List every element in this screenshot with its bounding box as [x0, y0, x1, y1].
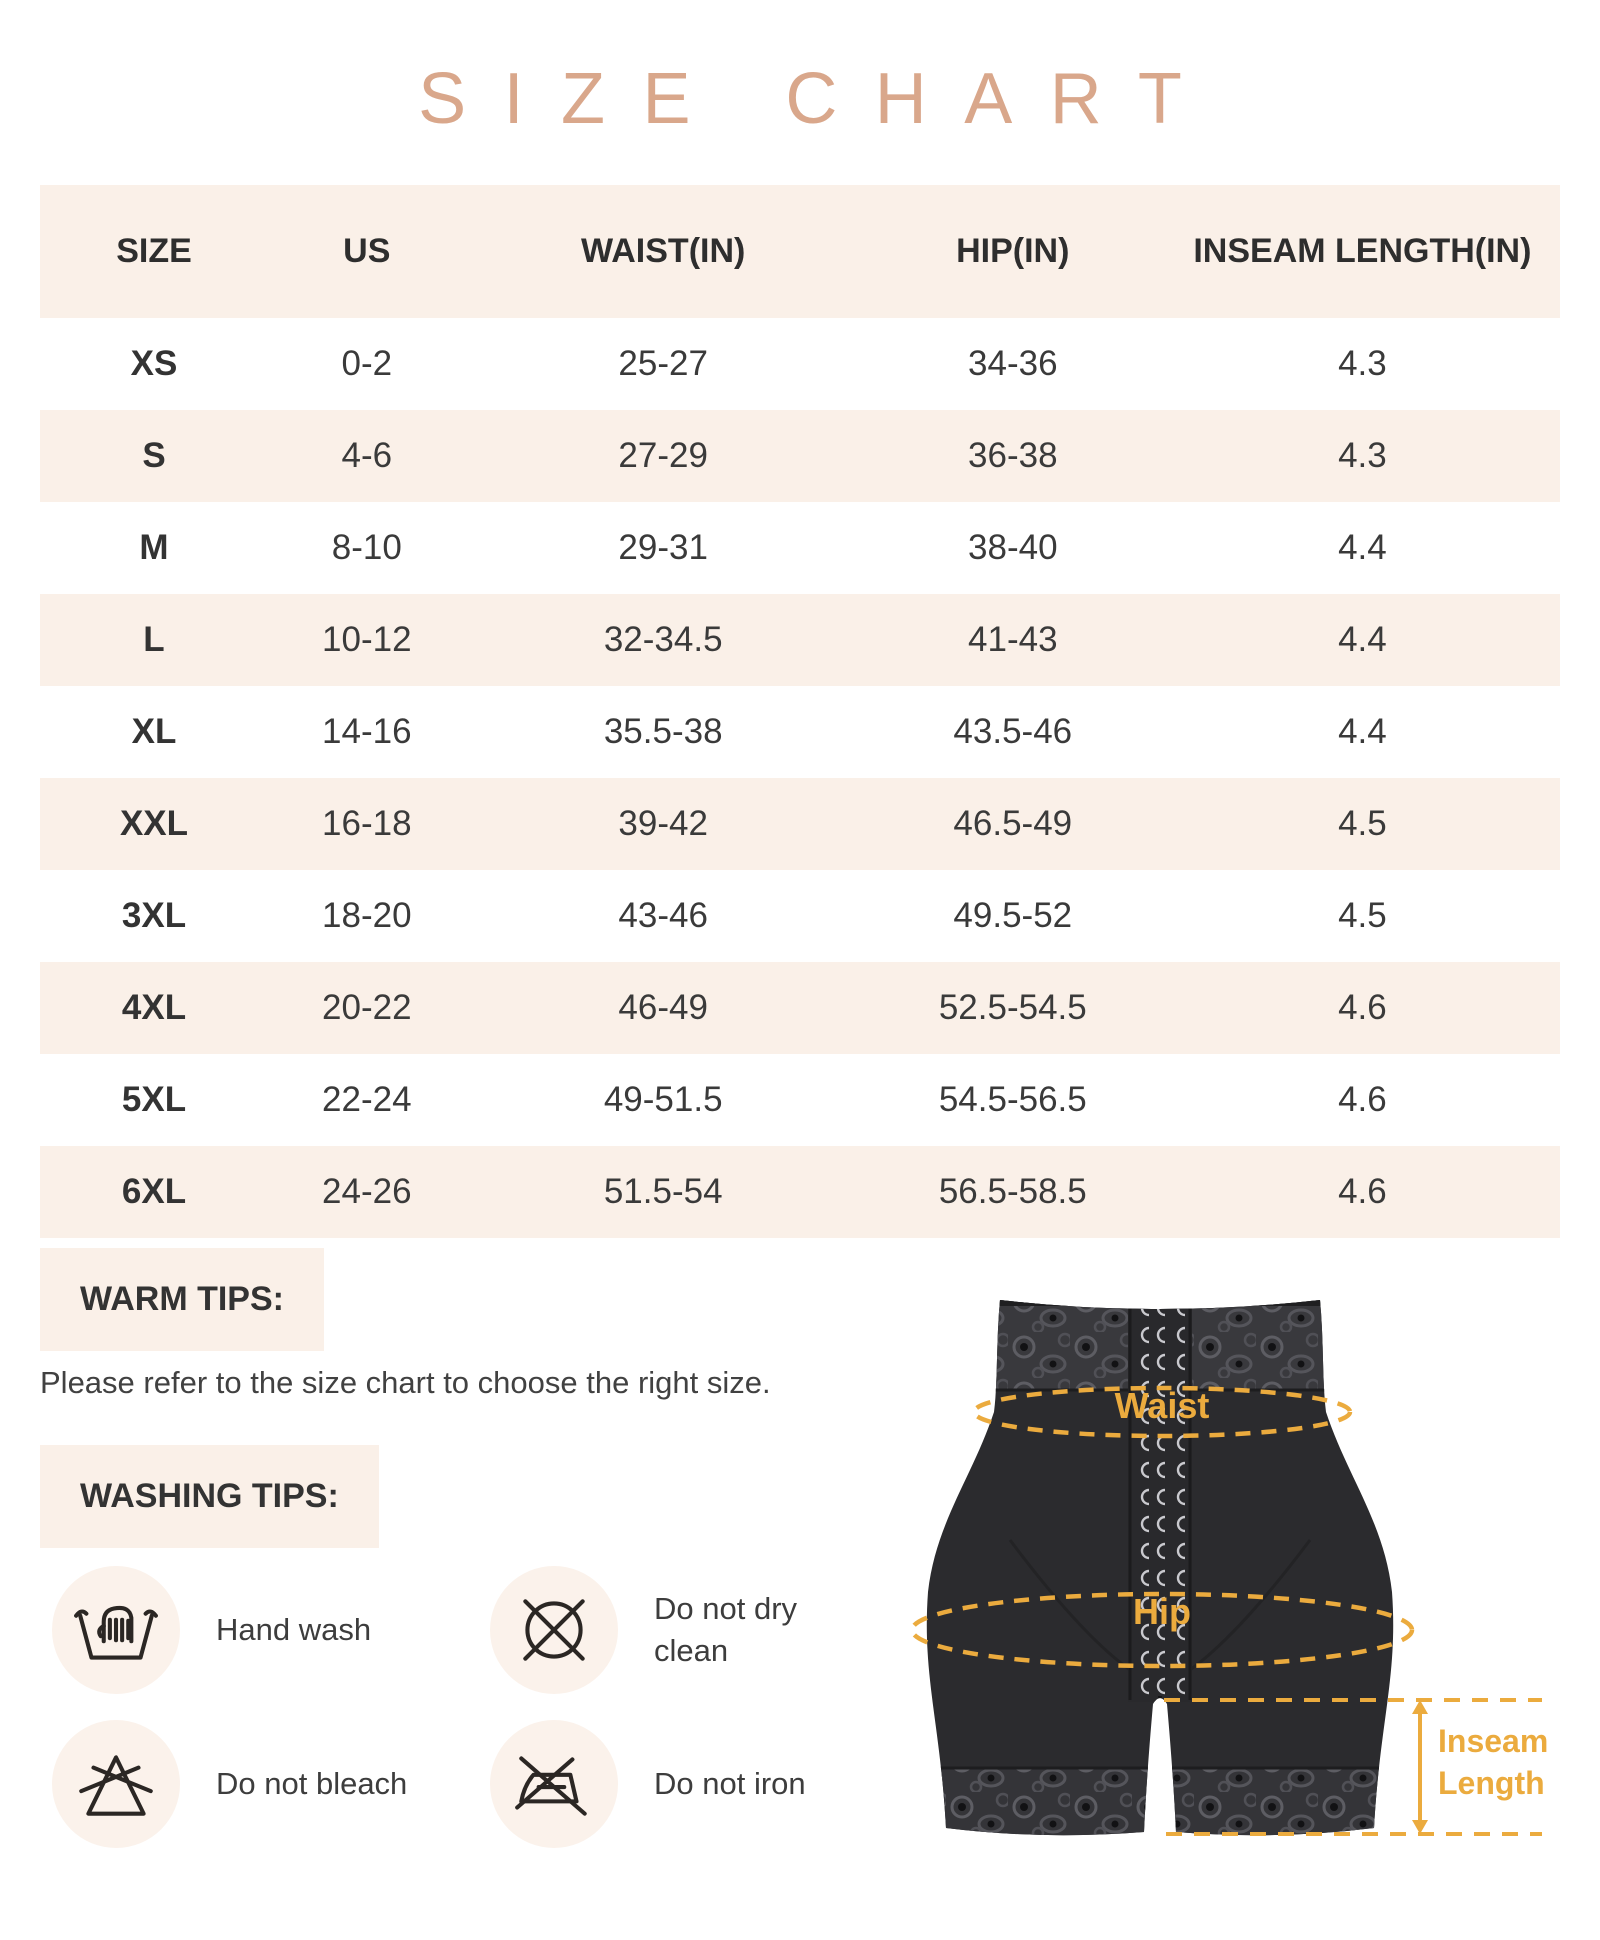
cell-us: 10-12	[322, 620, 412, 659]
washing-item-label: Do not bleach	[216, 1766, 408, 1802]
do-not-dry-clean-icon	[490, 1566, 618, 1694]
inseam-measure: Inseam Length	[1164, 1698, 1548, 1836]
washing-item-hand-wash: Hand wash	[52, 1566, 371, 1694]
cell-inseam: 4.4	[1338, 528, 1387, 567]
cell-size: XL	[131, 712, 177, 751]
inseam-arrow	[1412, 1700, 1428, 1834]
cell-hip: 56.5-58.5	[938, 1172, 1087, 1211]
cell-size: XXL	[119, 804, 189, 843]
cell-inseam: 4.5	[1338, 896, 1387, 935]
cell-hip: 36-38	[968, 436, 1058, 475]
shapewear-shorts-illustration: Waist Hip Inseam Length	[909, 1300, 1548, 1836]
sizing-table: SIZE US WAIST(IN) HIP(IN) INSEAM LENGTH(…	[40, 185, 1560, 1238]
cell-us: 22-24	[322, 1080, 412, 1119]
table-row: XL 14-16 35.5-38 43.5-46 4.4	[40, 686, 1560, 778]
cell-us: 14-16	[322, 712, 412, 751]
cell-inseam: 4.6	[1338, 1080, 1387, 1119]
cell-hip: 43.5-46	[953, 712, 1073, 751]
table-row: 5XL 22-24 49-51.5 54.5-56.5 4.6	[40, 1054, 1560, 1146]
table-row: M 8-10 29-31 38-40 4.4	[40, 502, 1560, 594]
waist-label: Waist	[1115, 1385, 1210, 1426]
cell-us: 0-2	[341, 344, 393, 383]
table-row: 4XL 20-22 46-49 52.5-54.5 4.6	[40, 962, 1560, 1054]
washing-item-label: Hand wash	[216, 1612, 372, 1648]
cell-waist: 32-34.5	[603, 620, 723, 659]
table-row: XXL 16-18 39-42 46.5-49 4.5	[40, 778, 1560, 870]
table-row: S 4-6 27-29 36-38 4.3	[40, 410, 1560, 502]
page-title: SIZE CHART	[418, 59, 1220, 139]
cell-us: 16-18	[322, 804, 412, 843]
cell-hip: 46.5-49	[953, 804, 1073, 843]
washing-item-label: Do not dry clean	[654, 1591, 798, 1668]
cell-waist: 25-27	[618, 344, 708, 383]
cell-inseam: 4.5	[1338, 804, 1387, 843]
washing-item-do-not-dry-clean: Do not dry clean	[490, 1566, 869, 1694]
cell-inseam: 4.6	[1338, 1172, 1387, 1211]
cell-waist: 39-42	[618, 804, 708, 843]
cell-waist: 27-29	[618, 436, 708, 475]
header-hip: HIP(IN)	[956, 232, 1070, 271]
cell-us: 8-10	[331, 528, 402, 567]
cell-size: 6XL	[121, 1172, 187, 1211]
cell-inseam: 4.3	[1338, 344, 1387, 383]
table-row: 3XL 18-20 43-46 49.5-52 4.5	[40, 870, 1560, 962]
cell-size: S	[142, 436, 166, 475]
cell-inseam: 4.4	[1338, 620, 1387, 659]
cell-hip: 41-43	[968, 620, 1058, 659]
header-size: SIZE	[116, 232, 192, 271]
header-inseam: INSEAM LENGTH(IN)	[1193, 232, 1532, 271]
do-not-iron-icon	[490, 1720, 618, 1848]
inseam-label-line2: Length	[1438, 1765, 1545, 1801]
cell-waist: 46-49	[618, 988, 708, 1027]
hip-measure-ellipse	[909, 1591, 1415, 1669]
washing-item-do-not-bleach: Do not bleach	[52, 1720, 407, 1848]
cell-hip: 54.5-56.5	[938, 1080, 1087, 1119]
hook-and-eye-placket	[1128, 1300, 1192, 1702]
cell-size: 4XL	[121, 988, 187, 1027]
header-waist: WAIST(IN)	[581, 232, 746, 271]
cell-size: 5XL	[121, 1080, 187, 1119]
cell-hip: 52.5-54.5	[938, 988, 1087, 1027]
table-row: 6XL 24-26 51.5-54 56.5-58.5 4.6	[40, 1146, 1560, 1238]
header-us: US	[343, 232, 391, 271]
hand-wash-icon	[52, 1566, 180, 1694]
cell-hip: 49.5-52	[953, 896, 1073, 935]
table-row: L 10-12 32-34.5 41-43 4.4	[40, 594, 1560, 686]
cell-waist: 29-31	[618, 528, 708, 567]
cell-waist: 43-46	[618, 896, 708, 935]
zipper	[1155, 1696, 1165, 1760]
cell-us: 24-26	[322, 1172, 412, 1211]
cell-us: 18-20	[322, 896, 412, 935]
sizing-table-header: SIZE US WAIST(IN) HIP(IN) INSEAM LENGTH(…	[40, 185, 1560, 318]
cell-hip: 38-40	[968, 528, 1058, 567]
warm-tips-text: Please refer to the size chart to choose…	[40, 1365, 771, 1400]
hip-label: Hip	[1133, 1591, 1191, 1632]
table-row: XS 0-2 25-27 34-36 4.3	[40, 318, 1560, 410]
cell-size: M	[139, 528, 169, 567]
washing-tips-heading: WASHING TIPS:	[40, 1445, 379, 1548]
washing-item-do-not-iron: Do not iron	[490, 1720, 806, 1848]
waist-measure-ellipse	[971, 1385, 1353, 1439]
cell-waist: 49-51.5	[603, 1080, 723, 1119]
do-not-bleach-icon	[52, 1720, 180, 1848]
cell-inseam: 4.3	[1338, 436, 1387, 475]
cell-size: 3XL	[121, 896, 187, 935]
washing-item-label: Do not iron	[654, 1766, 806, 1802]
inseam-label-line1: Inseam	[1438, 1723, 1548, 1759]
cell-size: L	[143, 620, 165, 659]
product-measurement-figure: Waist Hip Inseam Length	[760, 1240, 1560, 1940]
cell-hip: 34-36	[968, 344, 1058, 383]
cell-us: 4-6	[341, 436, 393, 475]
cell-us: 20-22	[322, 988, 412, 1027]
warm-tips-heading: WARM TIPS:	[40, 1248, 324, 1351]
cell-inseam: 4.6	[1338, 988, 1387, 1027]
cell-waist: 51.5-54	[603, 1172, 723, 1211]
cell-size: XS	[130, 344, 178, 383]
lace-leg-hems	[930, 1766, 1390, 1836]
cell-waist: 35.5-38	[603, 712, 723, 751]
cell-inseam: 4.4	[1338, 712, 1387, 751]
